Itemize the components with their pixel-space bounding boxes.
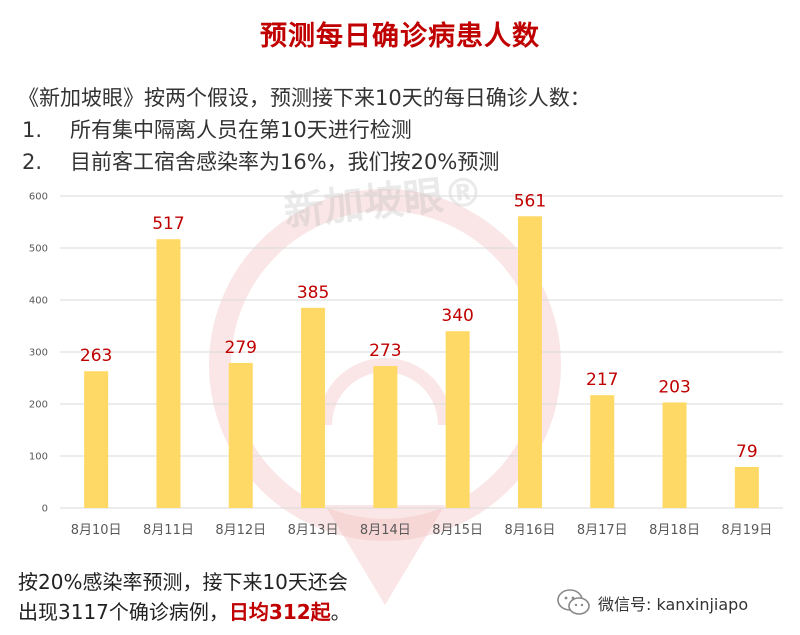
assumption-number: 2.: [22, 150, 43, 174]
data-label: 273: [369, 341, 401, 361]
y-tick-label: 0: [42, 504, 48, 515]
summary-suffix: 。: [330, 600, 351, 624]
bar: [84, 371, 109, 508]
y-tick-label: 400: [29, 296, 48, 307]
bar: [517, 216, 542, 508]
wechat-icon: [557, 589, 590, 615]
x-tick-label: 8月11日: [143, 523, 194, 538]
data-label: 385: [297, 283, 329, 303]
x-tick-label: 8月15日: [432, 523, 483, 538]
data-label: 203: [658, 377, 690, 397]
x-tick-label: 8月12日: [215, 523, 266, 538]
wechat-id: 微信号: kanxinjiapo: [556, 588, 748, 618]
data-label: 279: [225, 338, 257, 358]
x-tick-label: 8月16日: [505, 523, 556, 538]
x-tick-label: 8月18日: [649, 523, 700, 538]
summary-text: 出现3117个确诊病例，: [18, 600, 229, 624]
data-label: 217: [586, 370, 618, 390]
page-title: 预测每日确诊病患人数: [260, 21, 540, 52]
bar: [445, 331, 470, 508]
data-label: 561: [514, 191, 546, 211]
assumption-text: 目前客工宿舍感染率为16%，我们按20%预测: [70, 150, 500, 174]
data-label: 340: [441, 306, 473, 326]
data-label: 263: [80, 346, 112, 366]
y-tick-label: 200: [29, 400, 48, 411]
x-tick-label: 8月13日: [288, 523, 339, 538]
summary-line-2: 出现3117个确诊病例，日均312起。: [18, 596, 351, 625]
bar: [734, 466, 759, 508]
assumption-number: 1.: [22, 118, 43, 142]
intro-line: 《新加坡眼》按两个假设，预测接下来10天的每日确诊人数：: [18, 86, 591, 110]
bar: [156, 239, 181, 508]
assumption-text: 所有集中隔离人员在第10天进行检测: [70, 118, 412, 142]
gridlines: [60, 195, 783, 509]
x-axis-ticks: 8月10日 8月11日 8月12日 8月13日 8月14日 8月15日 8月16日 8月17日…: [71, 523, 773, 538]
y-tick-label: 600: [29, 192, 48, 203]
bar-chart: 0 100 200 300 400 500 600 263 517 279 385 273 340 56…: [29, 191, 783, 538]
data-label: 517: [152, 214, 184, 234]
y-tick-label: 300: [29, 348, 48, 359]
y-axis-ticks: 0 100 200 300 400 500 600: [29, 192, 48, 515]
bar: [590, 395, 615, 508]
x-tick-label: 8月14日: [360, 523, 411, 538]
bar: [662, 402, 687, 508]
summary-line-1: 按20%感染率预测，接下来10天还会: [18, 570, 348, 594]
bar: [228, 362, 253, 508]
x-tick-label: 8月17日: [577, 523, 628, 538]
data-label: 79: [736, 442, 758, 462]
y-tick-label: 500: [29, 244, 48, 255]
assumption-item: 1. 所有集中隔离人员在第10天进行检测: [22, 114, 412, 144]
bar: [373, 366, 398, 508]
x-tick-label: 8月10日: [71, 523, 122, 538]
wechat-label: 微信号: kanxinjiapo: [598, 595, 749, 614]
bars: [84, 216, 759, 508]
data-labels: 263 517 279 385 273 340 561 217 203 79: [80, 191, 758, 462]
daily-average-highlight: 日均312起: [228, 600, 331, 624]
bar: [301, 307, 326, 508]
x-tick-label: 8月19日: [721, 523, 772, 538]
assumption-item: 2. 目前客工宿舍感染率为16%，我们按20%预测: [22, 146, 499, 176]
y-tick-label: 100: [29, 452, 48, 463]
